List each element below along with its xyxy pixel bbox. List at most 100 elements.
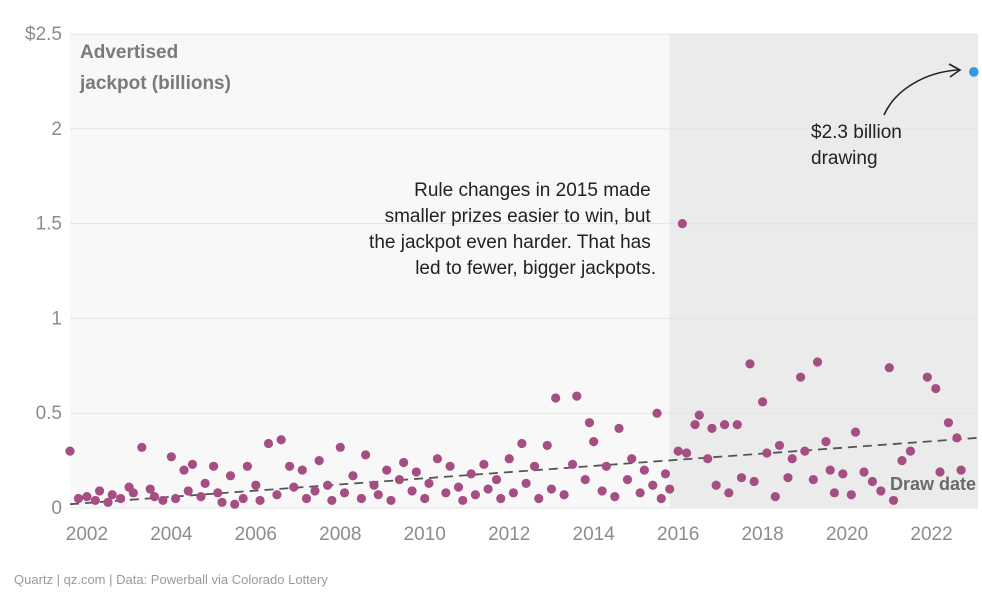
y-axis-label: Advertised jackpot (billions) — [79, 42, 231, 94]
data-point-60 — [458, 495, 468, 506]
data-point-51 — [399, 457, 409, 468]
data-point-73 — [542, 440, 552, 451]
data-point-109 — [758, 397, 768, 407]
data-point-132 — [922, 372, 932, 382]
data-point-3 — [90, 495, 100, 506]
data-point-6 — [107, 490, 117, 500]
data-point-90 — [648, 480, 658, 490]
data-point-21 — [208, 461, 219, 471]
data-point-33 — [285, 461, 295, 471]
data-point-100 — [703, 454, 713, 464]
data-point-101 — [707, 423, 717, 433]
data-point-63 — [479, 459, 489, 469]
data-point-117 — [808, 474, 818, 485]
data-point-48 — [382, 465, 392, 475]
data-point-110 — [762, 448, 772, 458]
data-point-131 — [905, 446, 916, 456]
data-point-88 — [635, 488, 645, 498]
x-axis-tick-labels: 2002 2004 2006 2008 2010 2012 2014 2016 2018 2020… — [66, 524, 953, 545]
data-point-39 — [323, 480, 333, 490]
data-point-40 — [327, 495, 337, 506]
post-2015-shaded-region — [669, 34, 978, 508]
x-axis-label: Draw date — [890, 474, 976, 494]
data-point-93 — [660, 469, 671, 479]
data-point-37 — [310, 486, 320, 496]
x-tick-label-5: 2012 — [488, 524, 530, 545]
data-point-115 — [796, 372, 806, 382]
data-point-35 — [297, 465, 307, 475]
data-point-0 — [65, 446, 75, 456]
rule-annotation-line-2: smaller prizes easier to win, but — [385, 206, 652, 227]
data-point-57 — [441, 488, 451, 498]
data-point-65 — [491, 474, 502, 485]
data-point-82 — [597, 486, 607, 496]
data-point-77 — [567, 459, 578, 469]
data-point-86 — [622, 474, 633, 485]
data-point-4 — [94, 486, 105, 496]
data-point-111 — [770, 492, 780, 502]
data-point-133 — [931, 383, 941, 394]
data-point-119 — [821, 437, 831, 447]
data-point-120 — [825, 465, 835, 475]
record-annotation-line-2: drawing — [811, 148, 878, 169]
data-point-80 — [584, 418, 595, 428]
data-point-7 — [116, 493, 126, 504]
data-point-113 — [783, 473, 793, 483]
data-point-87 — [627, 454, 637, 464]
data-point-107 — [745, 359, 755, 369]
x-tick-label-8: 2018 — [741, 524, 783, 545]
data-point-99 — [694, 410, 704, 420]
data-point-122 — [838, 469, 848, 479]
data-point-108 — [749, 476, 759, 487]
data-point-96 — [677, 219, 687, 229]
data-point-130 — [897, 456, 907, 466]
data-point-27 — [242, 461, 252, 471]
data-point-46 — [369, 480, 379, 490]
data-point-83 — [601, 461, 611, 471]
data-point-55 — [424, 478, 434, 488]
data-point-36 — [301, 493, 312, 504]
data-points — [65, 219, 966, 509]
data-point-30 — [263, 438, 274, 449]
data-point-44 — [356, 493, 367, 504]
data-point-118 — [812, 357, 823, 367]
y-tick-label-0: 0 — [51, 498, 62, 519]
rule-annotation-line-1: Rule changes in 2015 made — [414, 180, 651, 201]
data-point-58 — [445, 461, 455, 471]
data-point-127 — [876, 486, 886, 496]
y-axis-label-line-1: Advertised — [80, 42, 178, 63]
data-point-26 — [238, 493, 248, 504]
data-point-62 — [470, 490, 481, 500]
data-point-56 — [432, 454, 443, 464]
data-point-9 — [128, 488, 138, 498]
data-point-92 — [656, 493, 666, 504]
data-point-23 — [217, 497, 227, 507]
data-point-124 — [850, 427, 861, 437]
x-tick-label-4: 2010 — [404, 524, 446, 545]
rule-annotation-line-3: the jackpot even harder. That has — [369, 232, 651, 253]
data-point-19 — [196, 492, 206, 502]
data-point-16 — [179, 465, 189, 475]
data-point-53 — [411, 467, 421, 477]
data-point-13 — [158, 495, 168, 506]
data-point-70 — [521, 478, 531, 488]
x-tick-label-10: 2022 — [910, 524, 952, 545]
record-annotation-line-1: $2.3 billion — [811, 122, 902, 143]
data-point-75 — [551, 393, 561, 403]
data-point-85 — [614, 423, 624, 433]
data-point-121 — [829, 488, 840, 498]
data-point-78 — [572, 391, 582, 401]
data-point-20 — [200, 478, 210, 488]
data-point-68 — [508, 488, 519, 498]
gridlines — [70, 33, 978, 509]
data-point-31 — [272, 490, 282, 500]
data-point-11 — [145, 484, 155, 494]
data-point-126 — [867, 476, 878, 487]
data-point-17 — [183, 486, 193, 496]
record-annotation: $2.3 billion drawing — [811, 122, 907, 169]
data-point-97 — [681, 448, 692, 458]
data-point-112 — [774, 440, 785, 451]
data-point-18 — [187, 459, 198, 469]
x-tick-label-3: 2008 — [319, 524, 361, 545]
